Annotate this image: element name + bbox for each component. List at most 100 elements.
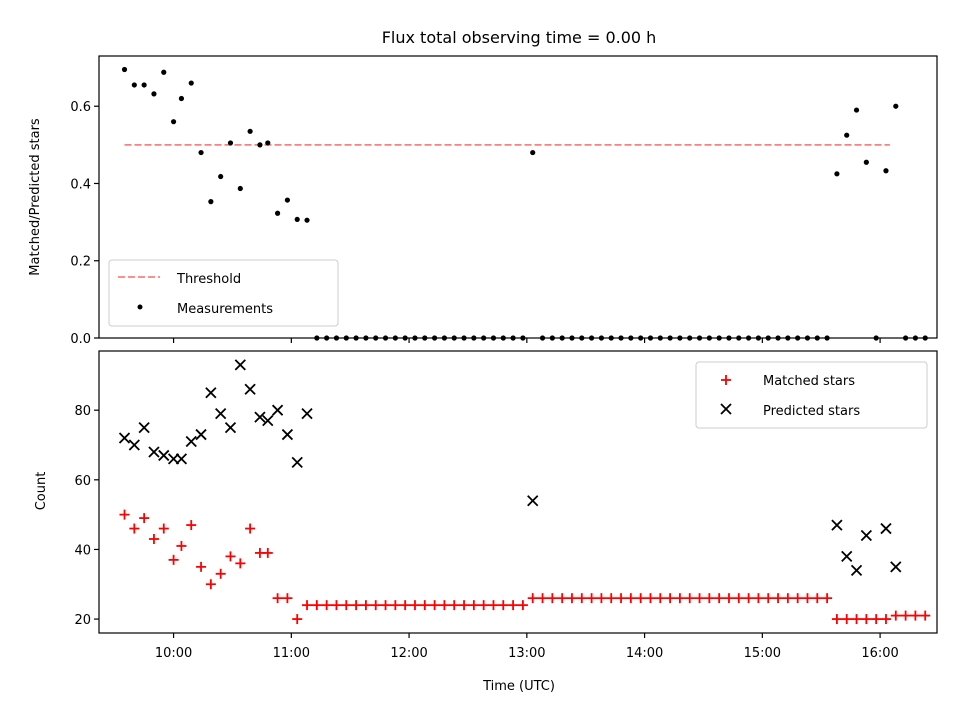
predicted-star-point [148, 446, 160, 458]
predicted-star-point [244, 383, 256, 395]
matched-star-point [331, 600, 342, 611]
predicted-star-point [234, 359, 246, 371]
measurement-point [121, 66, 128, 73]
matched-star-point [763, 593, 774, 604]
measurement-point [853, 107, 860, 113]
measurement-point [530, 149, 536, 156]
count-y-tick-label: 60 [74, 474, 91, 489]
measurement-point [178, 95, 185, 102]
matched-star-point [321, 600, 332, 611]
matched-star-point [429, 600, 440, 611]
legend-threshold-label: Threshold [176, 272, 241, 287]
ratio-legend: Threshold Measurements [108, 259, 339, 327]
ratio-y-tick-label: 0.6 [70, 100, 91, 115]
predicted-star-point [128, 439, 140, 451]
matched-star-point [370, 600, 381, 611]
matched-star-point [812, 593, 823, 604]
matched-star-point [282, 593, 293, 604]
matched-star-point [468, 600, 479, 611]
ratio-panel: Flux total observing time = 0.00 h Match… [28, 28, 938, 347]
measurement-point [257, 142, 263, 148]
measurement-point [844, 132, 850, 138]
predicted-star-point [158, 449, 170, 462]
matched-star-point [586, 593, 597, 604]
matched-star-point [723, 593, 734, 604]
matched-star-point [714, 593, 725, 604]
measurement-point [304, 217, 310, 223]
predicted-star-point [138, 421, 150, 434]
predicted-star-point [224, 421, 237, 434]
legend-measurements-label: Measurements [177, 302, 273, 317]
measurement-point [218, 173, 224, 180]
predicted-star-point [175, 453, 188, 465]
predicted-star-point [254, 411, 266, 423]
matched-star-point [139, 513, 150, 524]
predicted-star-point [271, 404, 284, 416]
matched-star-point [129, 523, 140, 534]
matched-star-point [158, 523, 169, 534]
x-tick-label: 10:00 [155, 646, 192, 661]
matched-star-point [616, 593, 627, 604]
measurement-point [274, 210, 281, 216]
legend-predicted-swatch [720, 403, 732, 415]
legend-measurements-swatch [137, 304, 143, 310]
measurement-point [294, 216, 300, 223]
predicted-star-point [262, 414, 274, 427]
matched-star-point [920, 610, 931, 621]
x-tick-label: 15:00 [744, 646, 781, 661]
count-axis-ticks: 20 40 60 80 10:00 11:00 12:00 13:00 14:00 15:00 16… [74, 404, 898, 661]
measurement-point [151, 91, 157, 97]
predicted-star-point [850, 564, 863, 576]
x-tick-label: 13:00 [508, 646, 545, 661]
measurement-point [170, 119, 177, 125]
matched-star-point [225, 551, 236, 562]
matched-star-point [527, 593, 538, 604]
matched-star-point [684, 593, 695, 604]
ratio-y-tick-label: 0.0 [70, 332, 91, 347]
matched-star-point [235, 558, 246, 569]
matched-star-point [302, 600, 313, 611]
matched-star-point [606, 593, 617, 604]
matched-star-point [311, 600, 322, 611]
matched-star-point [409, 600, 420, 611]
matched-star-point [400, 600, 411, 611]
predicted-star-point [860, 529, 872, 542]
matched-star-point [890, 610, 901, 621]
matched-star-point [782, 593, 793, 604]
matched-star-point [841, 614, 852, 625]
matched-star-point [773, 593, 784, 604]
x-tick-label: 16:00 [861, 646, 898, 661]
count-y-tick-label: 40 [74, 543, 91, 558]
matched-star-point [861, 614, 872, 625]
matched-star-point [176, 540, 187, 551]
predicted-star-point [831, 519, 843, 531]
matched-star-point [753, 593, 764, 604]
matched-star-point [596, 593, 607, 604]
x-tick-label: 12:00 [390, 646, 427, 661]
matched-star-point [694, 593, 705, 604]
matched-star-point [292, 614, 303, 625]
legend-matched-label: Matched stars [763, 374, 855, 389]
predicted-star-point [185, 435, 197, 448]
matched-star-point [674, 593, 685, 604]
matched-star-point [871, 614, 882, 625]
ratio-axes-frame [98, 55, 938, 339]
matched-star-point [272, 593, 283, 604]
legend-matched-swatch [721, 375, 731, 385]
measurement-point [893, 103, 899, 109]
predicted-star-point [281, 428, 294, 441]
matched-star-point [168, 554, 179, 565]
measurement-point [208, 199, 214, 205]
predicted-star-point [195, 428, 207, 441]
count-y-tick-label: 20 [74, 613, 91, 628]
matched-star-point [792, 593, 803, 604]
matched-star-point [341, 600, 352, 611]
predicted-star-point [291, 456, 303, 469]
count-points [118, 359, 931, 625]
ratio-y-tick-label: 0.2 [70, 255, 91, 270]
matched-star-point [910, 610, 921, 621]
matched-star-point [390, 600, 401, 611]
predicted-star-point [880, 522, 892, 535]
measurement-point [227, 140, 234, 146]
y-axis-label-count: Count [34, 472, 49, 511]
